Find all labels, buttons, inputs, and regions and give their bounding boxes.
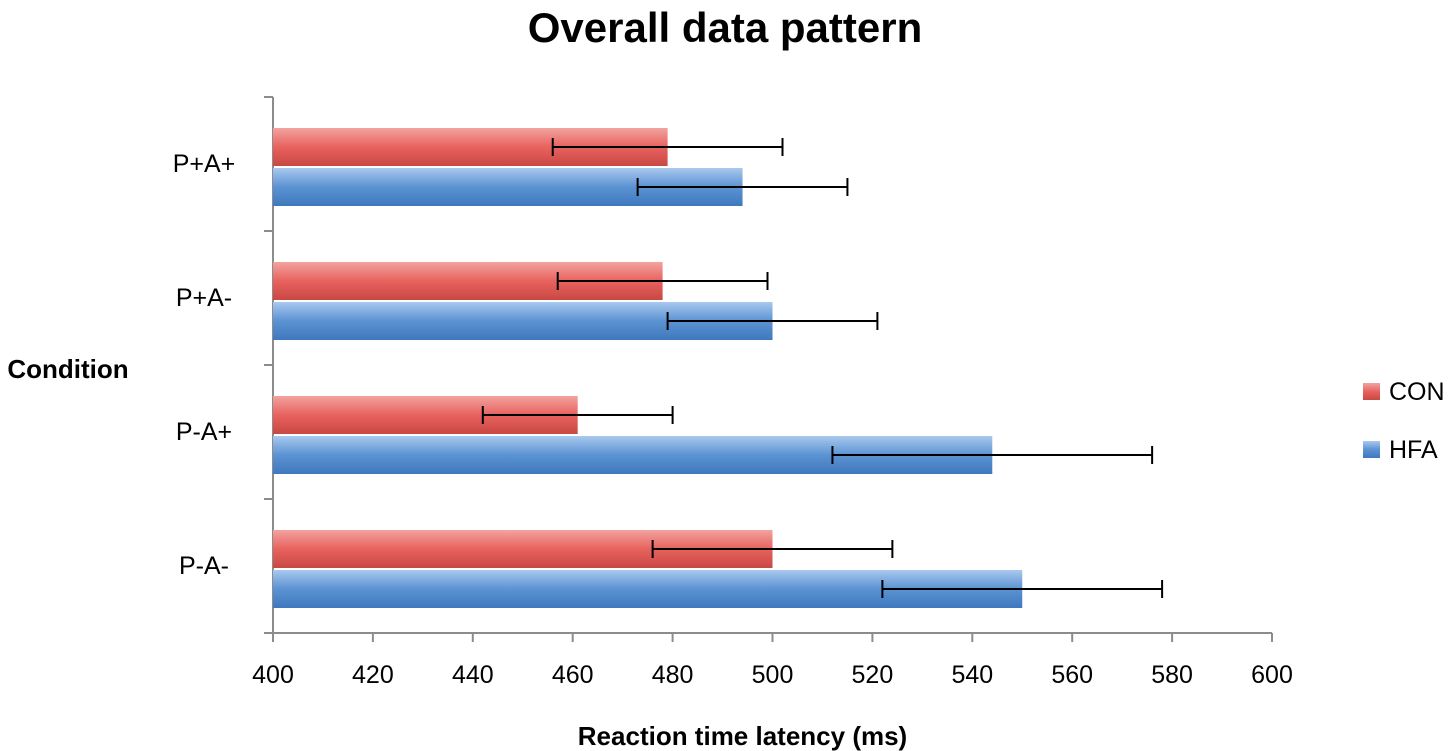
legend-label-hfa: HFA [1389,436,1438,464]
x-tick-label: 520 [852,661,894,689]
category-label: P-A- [179,552,229,580]
legend-swatch-con [1363,383,1380,400]
chart-title: Overall data pattern [527,4,923,51]
x-tick-label: 500 [752,661,794,689]
x-tick-label: 600 [1251,661,1293,689]
legend-label-con: CON [1389,378,1445,406]
x-tick-label: 400 [252,661,294,689]
x-tick-label: 560 [1051,661,1093,689]
legend-swatch-hfa [1363,441,1380,458]
y-axis-title: Condition [7,354,128,384]
x-axis-title: Reaction time latency (ms) [578,721,907,751]
x-tick-label: 420 [352,661,394,689]
x-tick-label: 480 [652,661,694,689]
x-tick-label: 540 [951,661,993,689]
x-tick-label: 460 [552,661,594,689]
category-label: P+A+ [173,150,236,178]
category-label: P-A+ [176,418,232,446]
x-tick-label: 580 [1151,661,1193,689]
category-label: P+A- [176,284,232,312]
x-tick-label: 440 [452,661,494,689]
